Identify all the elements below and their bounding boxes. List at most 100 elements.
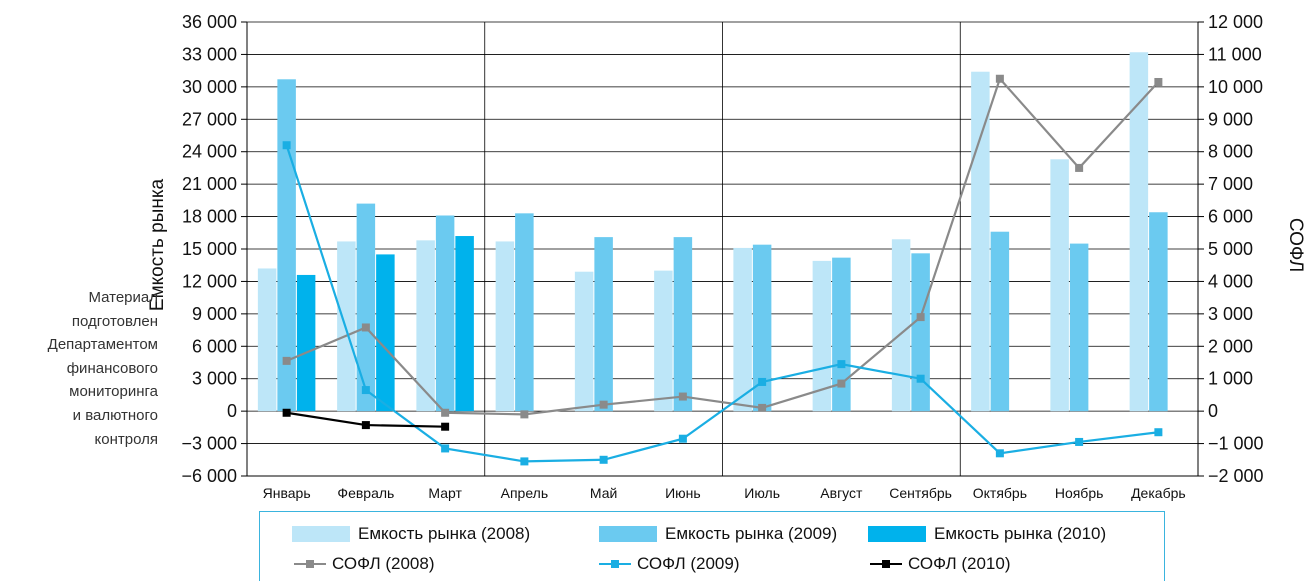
y2-tick-label: 10 000 — [1208, 77, 1263, 97]
bar — [1050, 159, 1069, 412]
y-tick-label: 15 000 — [182, 239, 237, 259]
y2-tick-label: 3 000 — [1208, 304, 1253, 324]
bar — [673, 237, 693, 412]
legend-item-line-2008: СОФЛ (2008) — [294, 554, 435, 574]
x-tick-label: Июль — [744, 485, 780, 501]
y-tick-label: 30 000 — [182, 77, 237, 97]
legend-line-marker — [294, 557, 326, 571]
y2-tick-label: 9 000 — [1208, 109, 1253, 129]
y-tick-label: 21 000 — [182, 174, 237, 194]
y-tick-label: 9 000 — [192, 304, 237, 324]
y2-tick-label: 4 000 — [1208, 271, 1253, 291]
line-point — [837, 360, 846, 369]
x-tick-label: Октябрь — [973, 485, 1027, 501]
line-point — [520, 457, 529, 466]
line-point — [1075, 437, 1084, 446]
bar — [733, 247, 752, 412]
line-point — [441, 444, 450, 453]
legend-label: Емкость рынка (2010) — [934, 524, 1107, 543]
y-tick-label: 6 000 — [192, 336, 237, 356]
y2-tick-label: 5 000 — [1208, 239, 1253, 259]
y-tick-label: 36 000 — [182, 12, 237, 32]
line-point — [282, 141, 291, 150]
legend-swatch — [868, 526, 926, 542]
x-tick-label: Апрель — [501, 485, 549, 501]
legend-item-line-2009: СОФЛ (2009) — [599, 554, 740, 574]
bar — [1129, 52, 1149, 412]
legend-label: Емкость рынка (2008) — [358, 524, 531, 543]
legend-label: Емкость рынка (2009) — [665, 524, 838, 543]
side-note-line: мониторинга — [69, 383, 158, 401]
line-point — [441, 422, 450, 431]
legend-item-bar-2009: Емкость рынка (2009) — [599, 524, 837, 544]
line-point — [599, 400, 608, 409]
x-tick-label: Февраль — [337, 485, 394, 501]
lines — [282, 74, 1163, 466]
y-tick-label: −3 000 — [181, 434, 237, 454]
line-point — [837, 379, 846, 388]
bar — [515, 213, 534, 412]
line-point — [361, 323, 370, 332]
side-note-line: подготовлен — [71, 312, 158, 330]
x-tick-label: Сентябрь — [889, 485, 952, 501]
y-tick-label: 18 000 — [182, 207, 237, 227]
y-tick-label: 0 — [227, 401, 237, 421]
line-point — [916, 313, 925, 322]
x-tick-label: Декабрь — [1131, 485, 1186, 501]
y2-tick-label: 2 000 — [1208, 336, 1253, 356]
line-point — [361, 386, 370, 395]
y2-tick-label: 6 000 — [1208, 207, 1253, 227]
x-tick-label: Июнь — [665, 485, 701, 501]
bar — [574, 271, 594, 412]
y2-tick-label: 7 000 — [1208, 174, 1253, 194]
bar — [416, 240, 435, 412]
bar — [891, 239, 911, 412]
legend-line-marker — [870, 557, 902, 571]
legend-swatch — [599, 526, 657, 542]
legend-swatch — [292, 526, 350, 542]
legend-label: СОФЛ (2009) — [637, 554, 740, 573]
side-note-line: Департаментом — [47, 336, 158, 354]
y2-tick-label: 1 000 — [1208, 369, 1253, 389]
bar — [296, 274, 316, 412]
bar — [1149, 212, 1168, 412]
legend-item-bar-2010: Емкость рынка (2010) — [868, 524, 1106, 544]
line-point — [1154, 77, 1163, 86]
line-point — [995, 74, 1004, 83]
line-point — [599, 455, 608, 464]
line-point — [282, 356, 291, 365]
bar — [832, 257, 851, 412]
legend-label: СОФЛ (2010) — [908, 554, 1011, 573]
y-tick-label: 27 000 — [182, 109, 237, 129]
bar — [752, 244, 772, 412]
bar — [654, 270, 673, 412]
axes — [241, 21, 1204, 477]
line-point — [678, 434, 687, 443]
bar — [455, 236, 474, 412]
bar — [435, 215, 455, 412]
bar — [257, 268, 277, 412]
legend-item-line-2010: СОФЛ (2010) — [870, 554, 1011, 574]
y-tick-label: −6 000 — [181, 466, 237, 486]
bar — [812, 260, 832, 412]
line-point — [1075, 163, 1084, 172]
line-point — [678, 392, 687, 401]
legend-line-marker — [599, 557, 631, 571]
side-note-line: Материал — [88, 289, 158, 306]
x-tick-label: Май — [590, 485, 617, 501]
tick-labels: −6 000 −2 000 −3 000 −1 000 0 0 3 000 1 000 6 00… — [181, 12, 1263, 501]
line-point — [441, 408, 450, 417]
line-point — [282, 408, 291, 417]
bar — [911, 253, 930, 412]
bar — [971, 71, 990, 412]
legend-item-bar-2008: Емкость рынка (2008) — [292, 524, 530, 544]
bar — [594, 237, 613, 412]
legend-label: СОФЛ (2008) — [332, 554, 435, 573]
y-tick-label: 24 000 — [182, 142, 237, 162]
line-point — [1154, 428, 1163, 437]
side-note: Материал подготовлен Департаментом финан… — [40, 286, 158, 451]
side-note-line: и валютного — [72, 406, 158, 424]
bar — [495, 241, 515, 412]
y-tick-label: 3 000 — [192, 369, 237, 389]
bar — [1069, 243, 1089, 412]
